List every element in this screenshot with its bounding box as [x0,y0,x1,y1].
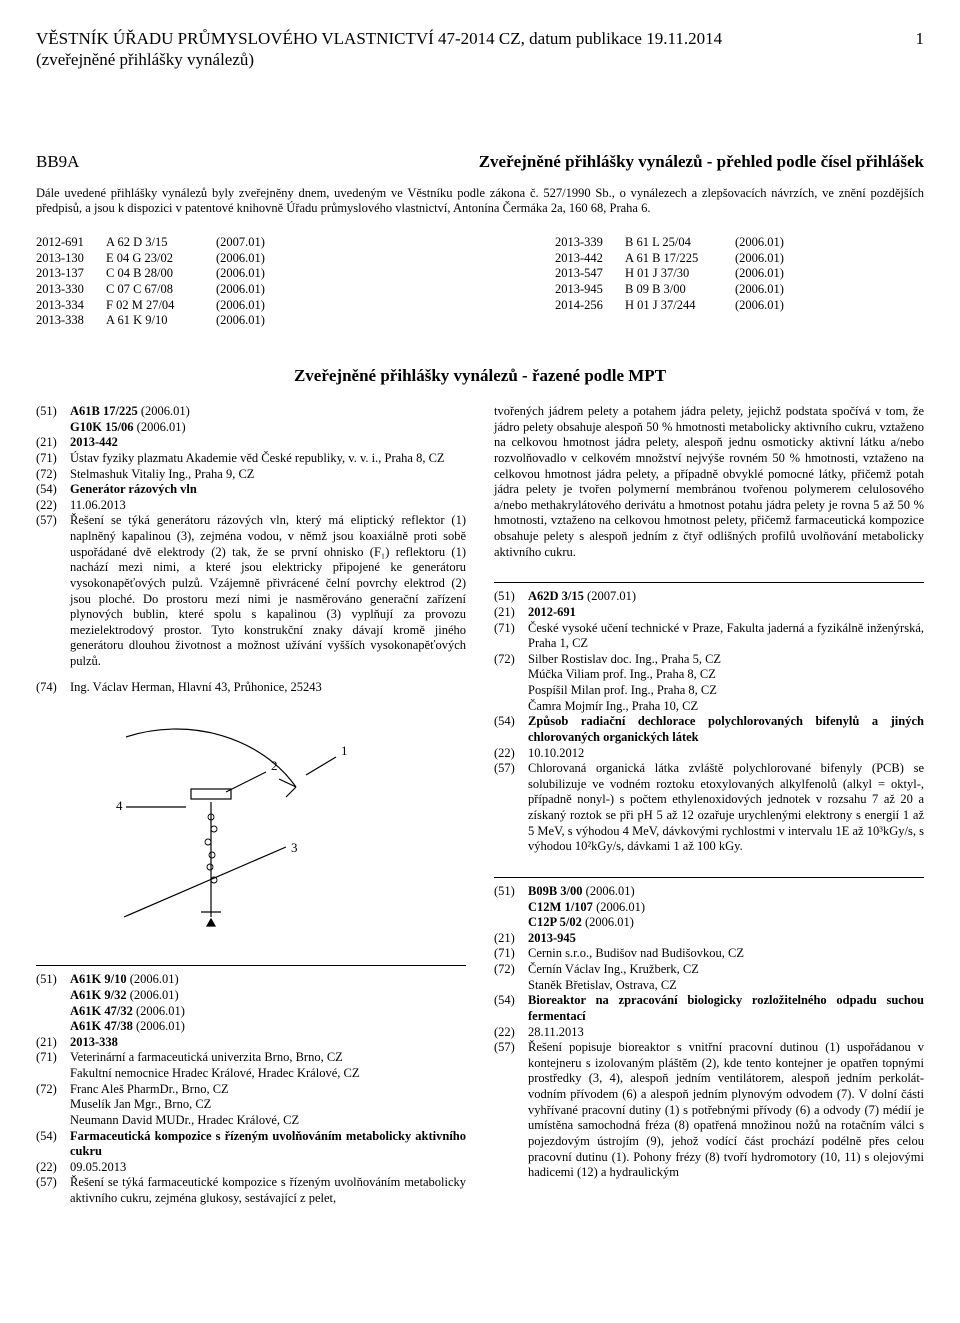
index-row: 2013-334F 02 M 27/04(2006.01) [36,298,405,314]
divider [36,965,466,966]
index-row: 2013-137C 04 B 28/00(2006.01) [36,266,405,282]
record-4: (51)B09B 3/00 (2006.01) C12M 1/107 (2006… [494,884,924,1181]
index-table: 2012-691A 62 D 3/15(2007.01) 2013-130E 0… [36,235,924,329]
header-title: VĚSTNÍK ÚŘADU PRŮMYSLOVÉHO VLASTNICTVÍ 4… [36,28,722,49]
figure-svg: 1 2 3 4 [36,717,396,937]
index-row: 2013-547H 01 J 37/30(2006.01) [555,266,924,282]
divider [494,582,924,583]
index-row: 2014-256H 01 J 37/244(2006.01) [555,298,924,314]
index-row: 2013-442A 61 B 17/225(2006.01) [555,251,924,267]
fig-label-3: 3 [291,840,298,855]
page-number: 1 [916,28,925,49]
fig-label-4: 4 [116,798,123,813]
figure-1: 1 2 3 4 [36,717,466,937]
header: VĚSTNÍK ÚŘADU PRŮMYSLOVÉHO VLASTNICTVÍ 4… [36,28,924,71]
left-column: (51)A61B 17/225 (2006.01) G10K 15/06 (20… [36,404,466,1215]
index-row: 2013-330C 07 C 67/08(2006.01) [36,282,405,298]
content-columns: (51)A61B 17/225 (2006.01) G10K 15/06 (20… [36,404,924,1215]
section-code: BB9A [36,151,79,172]
right-column: tvořených jádrem pelety a potahem jádra … [494,404,924,1215]
intro-paragraph: Dále uvedené přihlášky vynálezů byly zve… [36,186,924,217]
index-right: 2013-339B 61 L 25/04(2006.01) 2013-442A … [555,235,924,329]
index-row: 2013-338A 61 K 9/10(2006.01) [36,313,405,329]
mpt-heading: Zveřejněné přihlášky vynálezů - řazené p… [36,365,924,386]
fig-label-1: 1 [341,743,348,758]
record-1: (51)A61B 17/225 (2006.01) G10K 15/06 (20… [36,404,466,695]
bb9a-row: BB9A Zveřejněné přihlášky vynálezů - pře… [36,111,924,172]
fig-label-2: 2 [271,758,278,773]
index-row: 2013-945B 09 B 3/00(2006.01) [555,282,924,298]
divider [494,877,924,878]
record1-continuation: tvořených jádrem pelety a potahem jádra … [494,404,924,560]
section-title: Zveřejněné přihlášky vynálezů - přehled … [479,151,924,172]
header-subtitle: (zveřejněné přihlášky vynálezů) [36,49,722,70]
header-left: VĚSTNÍK ÚŘADU PRŮMYSLOVÉHO VLASTNICTVÍ 4… [36,28,722,71]
index-row: 2013-130E 04 G 23/02(2006.01) [36,251,405,267]
index-row: 2012-691A 62 D 3/15(2007.01) [36,235,405,251]
record-3: (51)A61K 9/10 (2006.01) A61K 9/32 (2006.… [36,972,466,1206]
index-left: 2012-691A 62 D 3/15(2007.01) 2013-130E 0… [36,235,405,329]
index-row: 2013-339B 61 L 25/04(2006.01) [555,235,924,251]
record-2: (51)A62D 3/15 (2007.01) (21)2012-691 (71… [494,589,924,855]
